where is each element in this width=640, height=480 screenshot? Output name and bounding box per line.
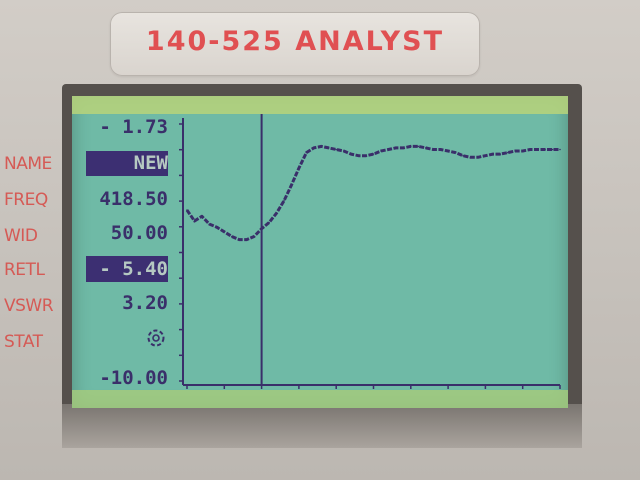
model-plate: 140-525 ANALYST xyxy=(110,12,480,76)
trace-point xyxy=(447,150,449,152)
trace-point xyxy=(492,153,494,155)
trace-point xyxy=(193,220,196,222)
trace-point xyxy=(484,154,487,157)
busy-spinner-icon xyxy=(147,329,165,347)
label-vswr: VSWR xyxy=(4,296,54,316)
trace-point xyxy=(536,148,539,151)
trace-point xyxy=(313,147,315,149)
trace-point xyxy=(231,235,233,238)
trace-point xyxy=(395,147,397,149)
freq-value: 418.50 xyxy=(99,188,168,210)
label-name: NAME xyxy=(4,154,52,174)
trace-point xyxy=(335,148,338,151)
wid-value: 50.00 xyxy=(110,222,168,244)
trace-point xyxy=(216,226,218,228)
trace-point xyxy=(551,148,554,151)
label-stat: STAT xyxy=(4,332,43,352)
trace-point xyxy=(238,238,240,241)
trace-point xyxy=(260,227,263,230)
label-freq: FREQ xyxy=(4,190,48,210)
label-retl: RETL xyxy=(4,260,45,280)
trace-point xyxy=(410,145,412,148)
model-label: 140-525 ANALYST xyxy=(145,26,445,57)
trace-point xyxy=(380,150,382,152)
y-axis-bottom-label: -10.00 xyxy=(99,367,168,389)
trace-point xyxy=(245,238,248,241)
trace-point xyxy=(305,151,308,154)
lcd-bottom-band xyxy=(72,390,568,408)
trace-point xyxy=(320,145,323,148)
trace-point xyxy=(268,221,270,224)
trace-point xyxy=(477,156,479,159)
trace-point xyxy=(186,209,188,211)
trace-point xyxy=(462,154,464,157)
trace-point xyxy=(424,147,427,149)
trace-point xyxy=(454,151,457,154)
trace-point xyxy=(559,148,561,151)
trace-point xyxy=(521,150,524,152)
trace-point xyxy=(432,148,435,151)
label-wid: WID xyxy=(4,226,38,246)
trace-point xyxy=(327,147,330,149)
lcd-top-band xyxy=(72,96,568,114)
trace-point xyxy=(290,184,293,186)
trace-point xyxy=(342,150,345,152)
trace-point xyxy=(201,215,203,218)
trace-point xyxy=(499,153,502,155)
trace-point xyxy=(402,147,405,149)
trace-point xyxy=(439,148,442,151)
trace-point xyxy=(357,154,360,157)
name-value: NEW xyxy=(86,151,168,176)
return-loss-trace xyxy=(185,144,560,242)
trace-point xyxy=(469,156,472,159)
trace-point xyxy=(350,153,352,155)
trace-point xyxy=(223,231,226,233)
trace-point xyxy=(514,150,516,152)
trace-point xyxy=(365,154,367,157)
retl-value: - 5.40 xyxy=(86,256,168,282)
trace-point xyxy=(507,151,509,154)
trace-point xyxy=(253,235,255,238)
trace-point xyxy=(544,148,546,151)
vswr-value: 3.20 xyxy=(122,292,168,314)
y-axis-top-label: - 1.73 xyxy=(99,116,168,138)
trace-point xyxy=(275,212,278,214)
trace-point xyxy=(529,148,531,151)
trace-point xyxy=(208,223,211,225)
bezel-bottom-lip xyxy=(62,404,582,448)
trace-point xyxy=(372,153,375,155)
trace-point xyxy=(387,148,390,151)
trace-point xyxy=(283,200,285,202)
trace-point xyxy=(417,145,420,148)
trace-point xyxy=(298,167,300,169)
